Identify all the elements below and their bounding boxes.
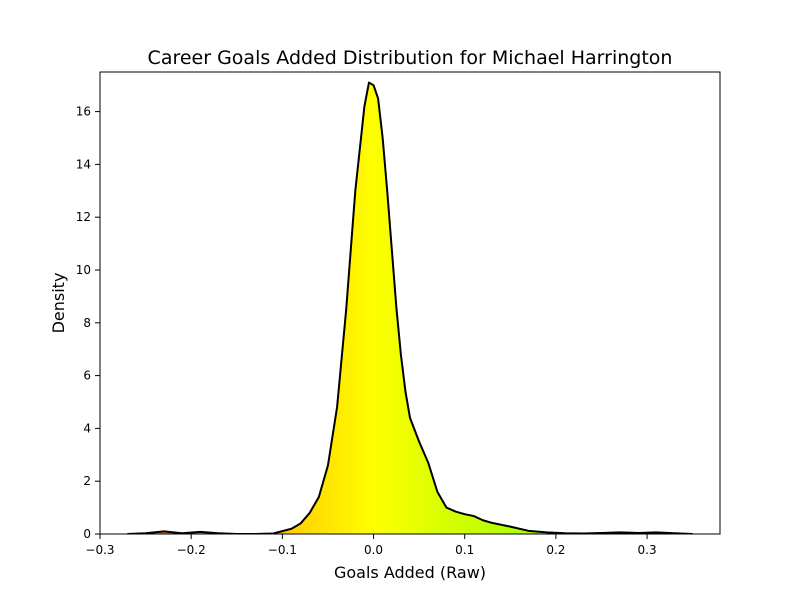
y-tick-label: 6 — [83, 369, 91, 383]
x-tick-label: −0.2 — [177, 543, 206, 557]
y-tick-label: 4 — [83, 421, 91, 435]
y-tick-label: 2 — [83, 474, 91, 488]
x-axis-label: Goals Added (Raw) — [334, 563, 486, 582]
x-tick-label: −0.1 — [268, 543, 297, 557]
x-tick-label: 0.2 — [546, 543, 565, 557]
x-tick-label: 0.1 — [455, 543, 474, 557]
x-tick-label: 0.3 — [638, 543, 657, 557]
plot-frame — [99, 71, 721, 535]
chart-title: Career Goals Added Distribution for Mich… — [148, 47, 673, 69]
y-tick-label: 16 — [76, 105, 91, 119]
x-tick-label: 0.0 — [364, 543, 383, 557]
density-area — [127, 82, 693, 534]
y-axis: 0 2 4 6 8 10 12 14 16 — [76, 105, 100, 541]
x-tick-label: −0.3 — [85, 543, 114, 557]
plot-area — [127, 81, 693, 534]
y-axis-label: Density — [49, 273, 68, 334]
y-tick-label: 8 — [83, 316, 91, 330]
x-axis: −0.3 −0.2 −0.1 0.0 0.1 0.2 0.3 — [85, 534, 657, 557]
y-tick-label: 10 — [76, 263, 91, 277]
y-tick-label: 12 — [76, 210, 91, 224]
y-tick-label: 14 — [76, 157, 91, 171]
y-tick-label: 0 — [83, 527, 91, 541]
